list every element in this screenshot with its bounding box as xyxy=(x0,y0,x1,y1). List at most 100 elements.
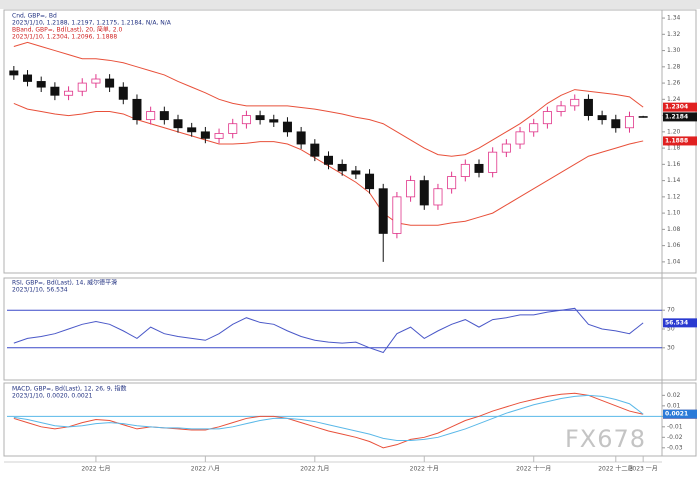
overlay-title: BBand, GBP=, Bd(Last), 20, 简单, 2.0 xyxy=(12,26,122,34)
candle-body xyxy=(515,131,525,145)
candle-body xyxy=(433,188,443,206)
candle-body xyxy=(419,180,429,206)
value-tag-bg xyxy=(663,136,697,146)
overlay-subtitle: 2023/1/10, 1.2304, 1.2096, 1.1888 xyxy=(12,34,117,41)
y-tick-label: 1.12 xyxy=(667,193,681,200)
candle-body xyxy=(460,163,470,177)
series-line xyxy=(13,41,644,157)
y-tick-label: 1.06 xyxy=(667,242,681,249)
value-tag: 1.2304 xyxy=(665,104,688,111)
value-tag-bg xyxy=(663,318,697,328)
candle-body xyxy=(638,116,648,118)
candle-body xyxy=(214,133,224,139)
y-tick-label: 1.28 xyxy=(667,63,681,70)
candle-body xyxy=(269,119,279,123)
x-tick-label: 2022 十一月 xyxy=(516,465,551,473)
candle-body xyxy=(187,127,197,133)
y-tick-label: 1.10 xyxy=(667,210,681,217)
y-tick-label: 1.34 xyxy=(667,15,681,22)
candle-body xyxy=(447,176,457,190)
x-tick-label: 2022 八月 xyxy=(191,466,220,473)
y-tick-label: 0.01 xyxy=(667,402,681,409)
y-tick-label: 1.08 xyxy=(667,226,681,233)
candle-body xyxy=(310,143,320,157)
candle-body xyxy=(406,180,416,198)
candle-body xyxy=(351,170,361,175)
y-tick-label: 0.02 xyxy=(667,392,681,399)
candle-body xyxy=(23,74,33,82)
x-tick-label: 2023 一月 xyxy=(629,466,658,473)
candle-body xyxy=(501,143,511,153)
candle-body xyxy=(365,173,375,190)
x-tick-label: 2022 九月 xyxy=(300,465,329,473)
rsi-panel xyxy=(3,277,697,381)
candle-body xyxy=(9,70,19,76)
candle-body xyxy=(488,151,498,173)
candle-body xyxy=(77,82,87,92)
candle-body xyxy=(36,81,46,88)
series-line xyxy=(13,394,644,441)
candle-body xyxy=(118,86,128,100)
panel-subtitle: 2023/1/10, 1.2188, 1.2197, 1.2175, 1.218… xyxy=(12,20,172,27)
candle-body xyxy=(64,90,74,96)
candle-body xyxy=(159,111,169,121)
value-tag: 56.534 xyxy=(665,319,688,326)
candle-body xyxy=(597,115,607,121)
y-tick-label: 1.18 xyxy=(667,145,681,152)
candle-body xyxy=(570,98,580,107)
x-tick-label: 2022 七月 xyxy=(81,465,110,473)
candle-body xyxy=(228,123,238,134)
y-tick-label: 1.24 xyxy=(667,96,681,103)
candle-body xyxy=(583,98,593,116)
candle-body xyxy=(474,163,484,173)
candle-body xyxy=(337,163,347,172)
candle-body xyxy=(624,116,634,129)
candle-body xyxy=(529,123,539,133)
candle-body xyxy=(255,115,265,121)
candle-body xyxy=(296,131,306,145)
panel-subtitle: 2023/1/10, 56.534 xyxy=(12,287,68,294)
y-tick-label: 30 xyxy=(667,344,675,351)
watermark: FX678 xyxy=(565,425,646,453)
candle-body xyxy=(132,98,142,121)
y-tick-label: 1.26 xyxy=(667,80,681,87)
candle-body xyxy=(282,121,292,133)
y-tick-label: -0.03 xyxy=(667,444,683,451)
y-tick-label: 1.04 xyxy=(667,258,681,265)
value-tag-bg xyxy=(663,409,697,419)
y-tick-label: -0.01 xyxy=(667,423,683,430)
candle-body xyxy=(173,119,183,129)
y-tick-label: 1.32 xyxy=(667,31,681,38)
x-tick-label: 2022 十月 xyxy=(410,465,439,473)
candle-body xyxy=(50,86,60,96)
candle-body xyxy=(105,78,115,88)
y-tick-label: 1.14 xyxy=(667,177,681,184)
y-tick-label: 50 xyxy=(667,326,675,333)
panel-title: Cnd, GBP=, Bd xyxy=(12,13,57,20)
panel-subtitle: 2023/1/10, 0.0020, 0.0021 xyxy=(12,393,93,400)
candle-body xyxy=(200,131,210,139)
y-tick-label: 70 xyxy=(667,307,675,314)
candle-body xyxy=(323,155,334,165)
value-tag: 1.1888 xyxy=(665,137,688,144)
value-tag-bg xyxy=(663,102,697,112)
candle-body xyxy=(611,119,621,129)
macd-panel xyxy=(3,382,697,457)
candle-body xyxy=(91,78,101,84)
candle-body xyxy=(241,115,251,125)
value-tag: 1.2184 xyxy=(665,113,688,120)
value-tag-bg xyxy=(663,112,697,122)
y-tick-label: 1.30 xyxy=(667,47,681,54)
value-tag: 0.0021 xyxy=(665,411,688,418)
header-bar xyxy=(0,0,700,9)
candle-body xyxy=(392,196,402,234)
candle-body xyxy=(542,111,552,125)
panel-title: MACD, GBP=, Bd(Last), 12, 26, 9, 指数 xyxy=(12,385,126,393)
candle-body xyxy=(146,111,156,121)
candle-body xyxy=(378,188,388,234)
series-line xyxy=(13,307,644,354)
y-tick-label: 1.16 xyxy=(667,161,681,168)
candle-body xyxy=(556,105,566,112)
